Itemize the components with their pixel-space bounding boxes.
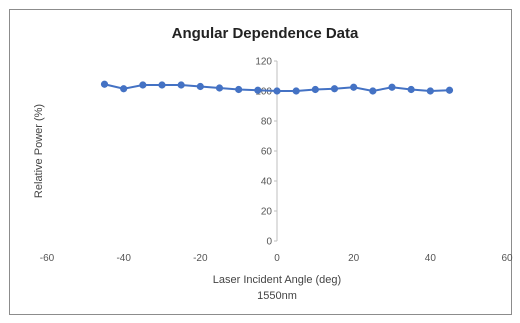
x-axis-sublabel: 1550nm — [257, 290, 297, 302]
data-point — [215, 84, 224, 92]
data-point — [196, 82, 204, 91]
data-point — [120, 85, 128, 93]
y-tick-label: 0 — [266, 237, 272, 248]
data-point — [311, 85, 319, 94]
data-point — [369, 87, 377, 95]
data-point — [426, 87, 434, 95]
chart-area — [9, 9, 512, 315]
data-points — [100, 80, 454, 95]
data-point — [139, 81, 147, 89]
data-point — [388, 83, 396, 91]
data-point — [100, 80, 109, 88]
data-point — [407, 85, 415, 94]
data-point — [177, 81, 185, 89]
y-tick-label: 80 — [261, 117, 273, 128]
y-tick-label: 40 — [261, 177, 273, 188]
x-tick-label: 40 — [425, 253, 437, 264]
x-tick-label: -40 — [116, 253, 131, 264]
y-tick-label: 20 — [261, 207, 273, 218]
data-point — [292, 87, 300, 95]
y-tick-label: 100 — [255, 87, 272, 98]
x-tick-label: 20 — [348, 253, 360, 264]
x-tick-label: -60 — [40, 253, 55, 264]
x-axis-label: Laser Incident Angle (deg) — [213, 274, 341, 286]
y-axis-label: Relative Power (%) — [33, 104, 45, 198]
y-tick-labels: 0 20 40 60 80 100 120 — [255, 57, 272, 248]
y-tick-label: 60 — [261, 147, 273, 158]
data-point — [330, 85, 339, 93]
data-point — [273, 87, 281, 95]
x-tick-labels: -60 -40 -20 0 20 40 60 — [40, 253, 513, 264]
data-point — [254, 86, 262, 94]
data-point — [235, 85, 243, 94]
x-tick-label: 0 — [274, 253, 280, 264]
x-tick-label: -20 — [193, 253, 208, 264]
data-point — [158, 81, 166, 89]
data-point — [445, 86, 454, 94]
x-tick-label: 60 — [501, 253, 513, 264]
chart-title: Angular Dependence Data — [172, 25, 359, 42]
y-tick-label: 120 — [255, 57, 272, 68]
data-point — [350, 83, 358, 91]
